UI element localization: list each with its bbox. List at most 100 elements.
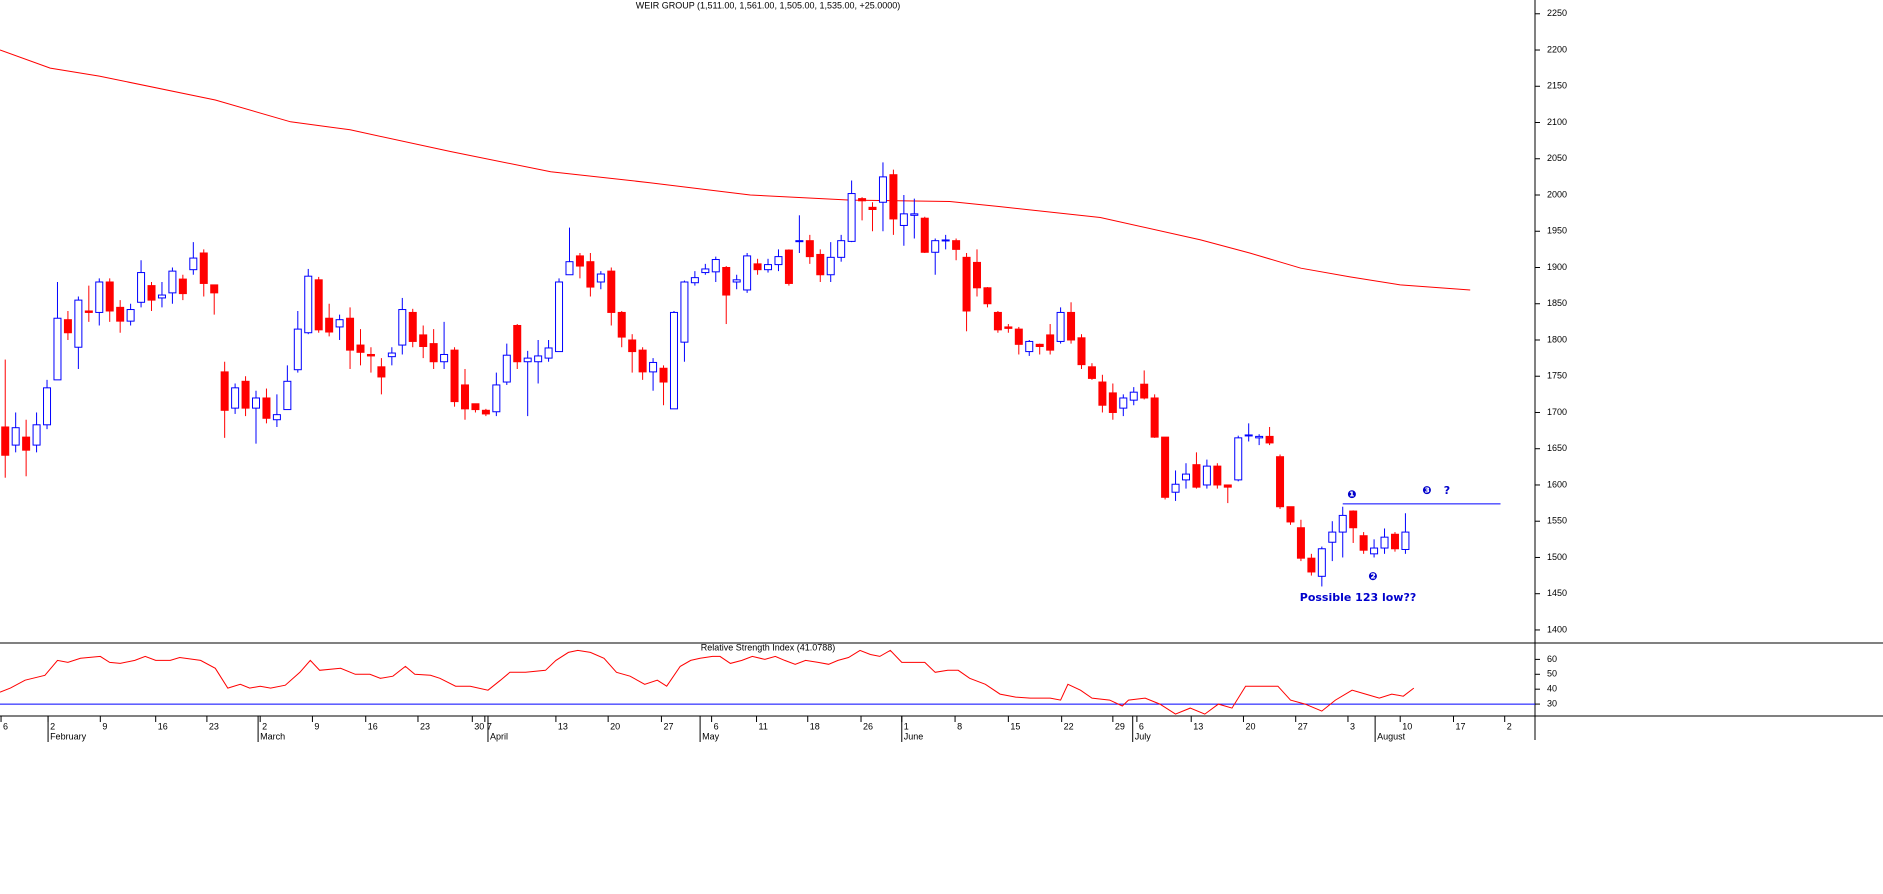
x-tick-label: 9: [314, 721, 319, 731]
candle-body: [492, 384, 501, 413]
candle-body: [502, 354, 511, 383]
candle-body: [262, 397, 271, 419]
chart-title: WEIR GROUP (1,511.00, 1,561.00, 1,505.00…: [636, 0, 901, 10]
moving-average: [0, 49, 1471, 291]
candle-body: [210, 284, 219, 294]
candle-body: [920, 217, 929, 253]
candle-body: [847, 193, 856, 242]
x-tick-label: 13: [1193, 721, 1203, 731]
candle-body: [1401, 531, 1410, 550]
x-tick-label: 13: [558, 721, 568, 731]
annotation: ?: [1444, 484, 1450, 497]
y-tick-label: 2100: [1547, 117, 1567, 127]
candle-body: [973, 261, 982, 289]
x-tick-label: 29: [1115, 721, 1125, 731]
x-tick-label: 3: [1350, 721, 1355, 731]
x-tick-label: 20: [1245, 721, 1255, 731]
candle-body: [743, 255, 752, 291]
candle-body: [366, 353, 375, 357]
y-tick-label: 2050: [1547, 153, 1567, 163]
candle-body: [22, 436, 31, 451]
candle-body: [1223, 484, 1232, 488]
candle-body: [189, 257, 198, 271]
x-tick-label: 9: [102, 721, 107, 731]
candle-body: [1129, 391, 1138, 401]
y-tick-label: 1450: [1547, 588, 1567, 598]
candle-body: [43, 387, 52, 426]
candle-body: [1255, 435, 1264, 439]
candle-body: [429, 343, 438, 363]
candle-body: [1202, 465, 1211, 486]
candle-body: [701, 268, 710, 274]
annotation: ❷: [1368, 570, 1377, 583]
rsi-y-tick-label: 40: [1547, 684, 1557, 694]
candle-body: [252, 397, 261, 409]
candle-body: [1087, 366, 1096, 379]
candle-body: [1077, 337, 1086, 366]
y-tick-label: 1500: [1547, 552, 1567, 562]
candle-body: [596, 273, 605, 283]
candle-body: [116, 306, 125, 322]
candle-body: [440, 353, 449, 363]
candle-body: [1171, 483, 1180, 493]
candle-body: [168, 270, 177, 294]
candle-body: [878, 176, 887, 203]
annotation: ❸: [1422, 484, 1431, 497]
candle-body: [993, 311, 1002, 331]
candle-body: [1014, 328, 1023, 345]
candle-body: [680, 281, 689, 343]
x-tick-label: 23: [209, 721, 219, 731]
candle-body: [732, 279, 741, 283]
y-tick-label: 2150: [1547, 81, 1567, 91]
candle-body: [1380, 536, 1389, 549]
x-tick-label: 20: [610, 721, 620, 731]
candle-body: [137, 272, 146, 303]
candle-body: [638, 349, 647, 373]
y-tick-label: 1900: [1547, 262, 1567, 272]
candle-body: [607, 270, 616, 313]
y-tick-label: 1950: [1547, 226, 1567, 236]
candle-body: [199, 252, 208, 284]
y-tick-label: 1700: [1547, 407, 1567, 417]
candle-body: [795, 240, 804, 243]
x-tick-label: 6: [3, 721, 8, 731]
candle-body: [1, 426, 10, 456]
rsi-y-tick-label: 50: [1547, 669, 1557, 679]
candle-body: [858, 198, 867, 202]
x-tick-label: 15: [1010, 721, 1020, 731]
candle-body: [272, 414, 281, 421]
month-label: August: [1377, 731, 1406, 741]
candle-body: [513, 324, 522, 363]
y-tick-label: 1600: [1547, 479, 1567, 489]
month-label: June: [904, 731, 924, 741]
candle-body: [105, 281, 114, 312]
candle-body: [74, 299, 83, 348]
candle-body: [1370, 547, 1379, 555]
candle-body: [555, 281, 564, 353]
month-label: February: [50, 731, 87, 741]
candle-body: [231, 387, 240, 409]
y-tick-label: 1550: [1547, 516, 1567, 526]
candle-body: [1140, 383, 1149, 399]
x-tick-label: 22: [1064, 721, 1074, 731]
candle-body: [575, 255, 584, 267]
x-tick-label: 6: [714, 721, 719, 731]
x-tick-label: 30: [474, 721, 484, 731]
candle-body: [481, 409, 490, 415]
y-tick-label: 1650: [1547, 443, 1567, 453]
x-tick-label: 2: [1507, 721, 1512, 731]
x-tick-label: 27: [1298, 721, 1308, 731]
candle-body: [962, 256, 971, 312]
candle-body: [753, 263, 762, 271]
candle-body: [1244, 434, 1253, 437]
candle-body: [1307, 557, 1316, 573]
x-tick-label: 23: [420, 721, 430, 731]
candle-body: [283, 380, 292, 411]
candle-body: [1098, 381, 1107, 406]
candle-body: [408, 311, 417, 342]
candle-body: [53, 317, 62, 381]
candle-body: [722, 266, 731, 296]
candle-body: [910, 213, 919, 216]
rsi-title: Relative Strength Index (41.0788): [701, 642, 836, 652]
